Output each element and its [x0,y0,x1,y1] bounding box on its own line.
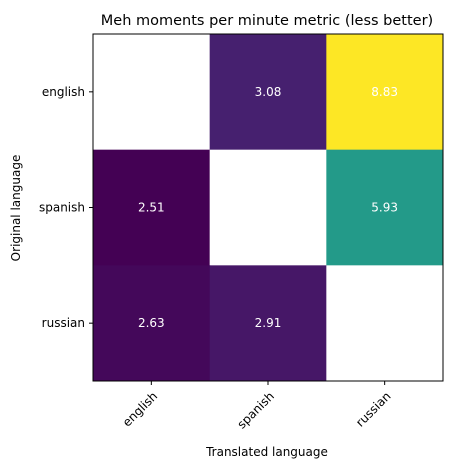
y-tick-label-russian: russian [42,316,85,330]
y-axis-label: Original language [9,155,23,262]
x-tick-label-english: english [120,389,160,429]
y-tick-label-english: english [42,85,85,99]
heatmap-cell-english-english [93,34,210,150]
chart-title: Meh moments per minute metric (less bett… [101,13,433,29]
cell-value-label: 2.91 [255,316,282,330]
x-axis-ticks: english spanish russian [120,381,394,431]
cell-value-label: 3.08 [255,85,282,99]
cell-value-label: 2.51 [138,201,165,215]
x-tick-label-russian: russian [353,389,394,430]
cell-value-label: 2.63 [138,316,165,330]
heatmap-cell-spanish-spanish [210,150,327,266]
y-tick-label-spanish: spanish [39,201,85,215]
cell-value-label: 5.93 [371,201,398,215]
y-axis-ticks: english spanish russian [39,85,93,330]
heatmap-cell-russian-russian [326,265,443,381]
x-axis-label: Translated language [205,445,328,459]
cell-value-label: 8.83 [371,85,398,99]
x-tick-label-spanish: spanish [235,389,277,431]
heatmap-cells: 3.08 8.83 2.51 5.93 2.63 2.91 [93,34,444,382]
